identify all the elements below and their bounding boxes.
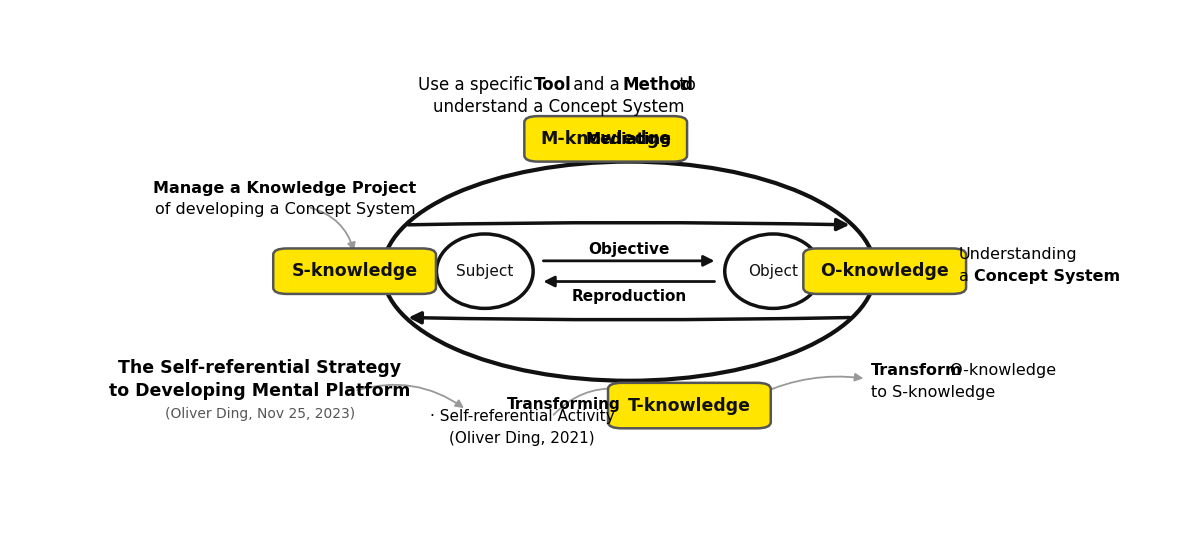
Text: Object: Object [748,264,798,279]
Text: to Developing Mental Platform: to Developing Mental Platform [109,382,410,400]
Text: to: to [673,76,695,94]
Text: S-knowledge: S-knowledge [292,262,418,280]
Text: T-knowledge: T-knowledge [628,396,751,415]
Text: Concept System: Concept System [974,268,1120,284]
Ellipse shape [437,234,533,308]
Text: The Self-referential Strategy: The Self-referential Strategy [118,359,401,378]
Text: Subject: Subject [456,264,514,279]
Ellipse shape [725,234,822,308]
Text: (Oliver Ding, Nov 25, 2023): (Oliver Ding, Nov 25, 2023) [164,407,355,421]
Text: Tool: Tool [534,76,571,94]
Text: Transforming: Transforming [506,397,620,412]
Text: Understanding: Understanding [959,247,1078,262]
FancyBboxPatch shape [524,116,688,162]
Text: Transform: Transform [871,363,962,378]
Text: of developing a Concept System: of developing a Concept System [155,202,415,216]
Text: M-knowledge: M-knowledge [540,130,671,148]
Text: understand a Concept System: understand a Concept System [433,98,685,116]
Text: Objective: Objective [588,242,670,257]
Text: a: a [959,268,974,284]
Text: O-knowledge: O-knowledge [821,262,949,280]
Text: Use a specific: Use a specific [418,76,538,94]
FancyBboxPatch shape [274,249,436,294]
FancyBboxPatch shape [803,249,966,294]
Text: O-knowledge: O-knowledge [946,363,1056,378]
Text: and a: and a [568,76,625,94]
Text: Mediating: Mediating [586,132,672,147]
FancyBboxPatch shape [608,383,770,429]
Text: Reproduction: Reproduction [571,289,686,304]
Text: (Oliver Ding, 2021): (Oliver Ding, 2021) [449,431,595,446]
Text: · Self-referential Activity: · Self-referential Activity [430,409,614,424]
Text: Method: Method [623,76,694,94]
Text: to S-knowledge: to S-knowledge [871,385,995,400]
Text: Manage a Knowledge Project: Manage a Knowledge Project [154,181,416,196]
